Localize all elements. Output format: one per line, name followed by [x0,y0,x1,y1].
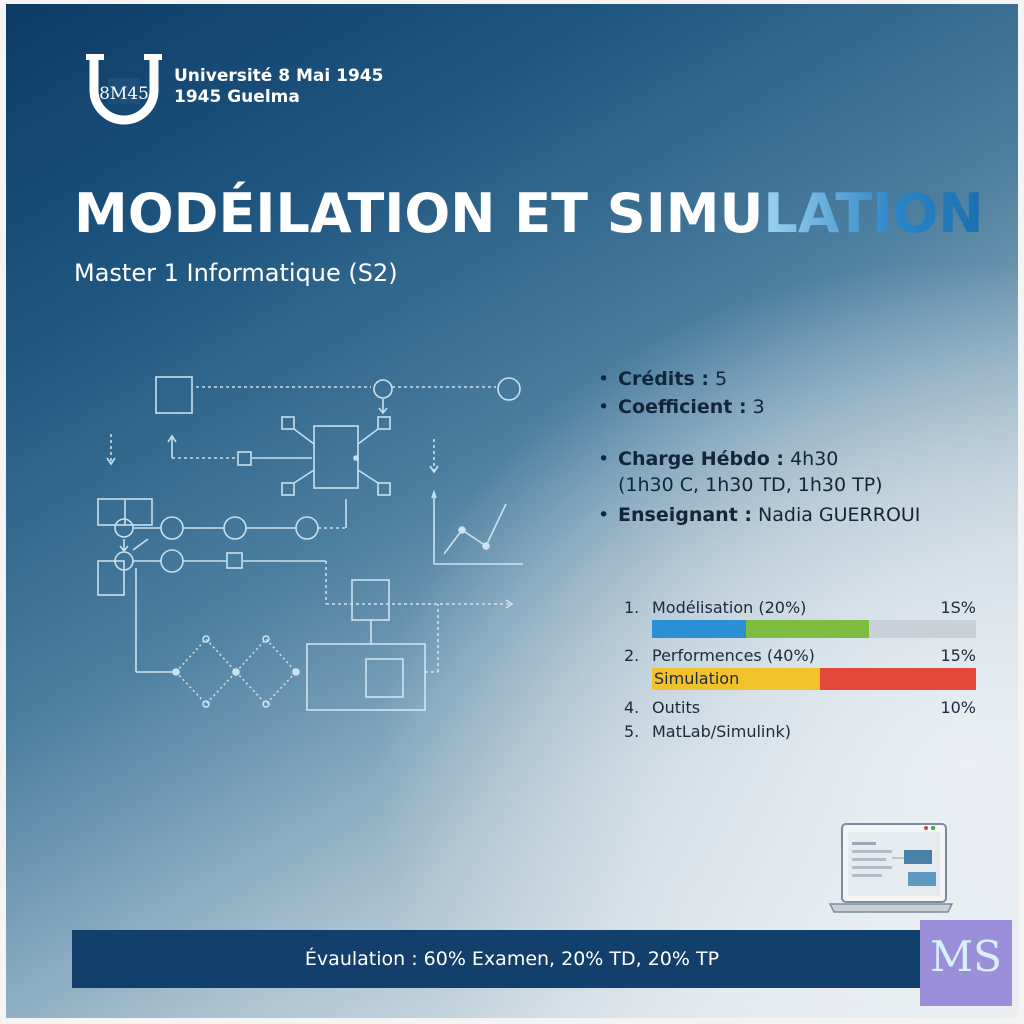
bar-segment [652,668,821,690]
outline-item-2: 2. Performences (40%) 15% [624,644,980,668]
title-main: MODÉILATION ET SIMU [74,182,764,245]
course-outline: 1. Modélisation (20%) 1S% 2. Performences … [624,596,980,744]
page-title: MODÉILATION ET SIMULATION [74,182,983,245]
simulation-label: Simulation [654,669,740,688]
page-subtitle: Master 1 Informatique (S2) [74,259,398,287]
flow-diagram-illustration [97,376,523,711]
university-name: Université 8 Mai 1945 1945 Guelma [174,66,383,108]
outline-number: 2. [624,646,640,665]
outline-percent: 10% [940,698,976,717]
ms-badge: MS [920,920,1012,1006]
outline-label: Modélisation (20%) [652,598,807,617]
charge-item: Charge Hébdo : 4h30 [596,448,996,470]
coefficient-value: 3 [752,396,765,418]
outline-item-4: 4. Outits 10% [624,696,980,720]
bar-segment [652,620,746,638]
outline-label: MatLab/Simulink) [652,722,792,741]
course-info-list: Crédits : 5 Coefficient : 3 Charge Hébdo… [596,368,996,526]
title-accent: LATION [763,182,984,245]
teacher-label: Enseignant : [618,504,752,526]
credits-value: 5 [714,368,728,390]
coefficient-item: Coefficient : 3 [596,396,996,418]
charge-label: Charge Hébdo : [618,448,785,470]
university-line-2: 1945 Guelma [174,87,300,107]
credits-label: Crédits : [618,368,709,390]
teacher-item: Enseignant : Nadia GUERROUI [596,504,996,526]
outline-item-5: 5. MatLab/Simulink) [624,720,980,744]
evaluation-banner: Évaulation : 60% Examen, 20% TD, 20% TP [72,930,952,988]
outline-number: 1. [624,598,640,617]
outline-number: 5. [624,722,640,741]
outline-number: 4. [624,698,640,717]
bar-segment [869,620,976,638]
charge-detail: (1h30 C, 1h30 TD, 1h30 TP) [618,474,883,496]
evaluation-text: Évaulation : 60% Examen, 20% TD, 20% TP [304,948,720,970]
outline-item-1: 1. Modélisation (20%) 1S% [624,596,980,620]
progress-bar-modelisation [652,620,976,638]
university-line-1: Université 8 Mai 1945 [174,66,384,86]
poster: 8M45 Université 8 Mai 1945 1945 Guelma M… [6,4,1018,1018]
teacher-value: Nadia GUERROUI [758,504,921,526]
progress-bar-simulation: Simulation [652,668,976,690]
outline-label: Performences (40%) [652,646,815,665]
charge-value: 4h30 [790,448,839,470]
laptop-icon [828,823,954,913]
university-logo: 8M45 [86,54,162,125]
bar-segment [745,620,870,638]
ms-badge-text: MS [930,932,1002,981]
outline-label: Outits [652,698,701,717]
bar-segment [820,668,976,690]
outline-percent: 15% [940,646,976,665]
credits-item: Crédits : 5 [596,368,996,390]
logo-text: 8M45 [99,84,149,104]
coefficient-label: Coefficient : [618,396,747,418]
outline-percent: 1S% [940,598,976,617]
